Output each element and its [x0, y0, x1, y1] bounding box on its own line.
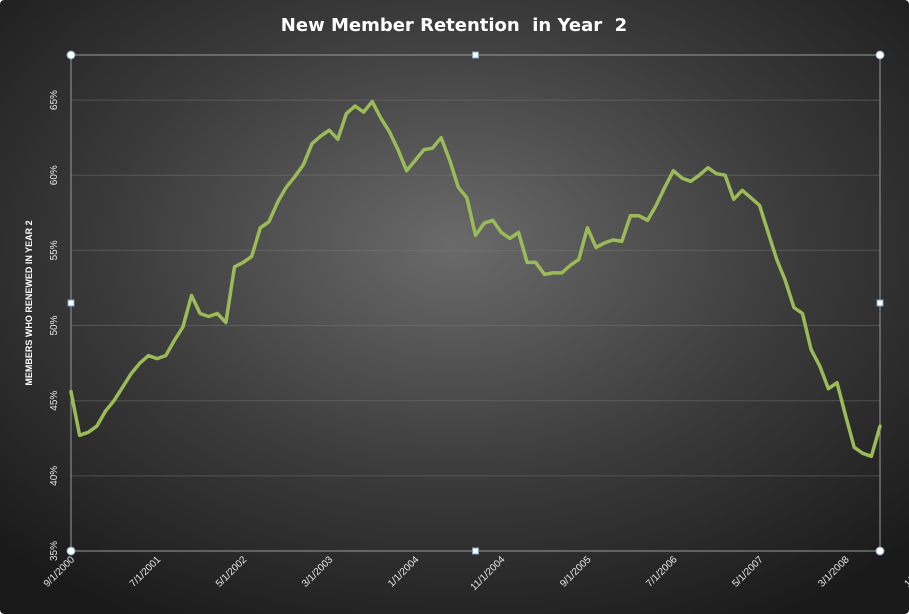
y-tick-label: 45% [49, 391, 60, 411]
corner-resize-handle[interactable] [875, 546, 885, 556]
y-axis-label: MEMBERS WHO RENEWED IN YEAR 2 [24, 220, 34, 385]
corner-resize-handle[interactable] [66, 546, 76, 556]
y-axis-ticks: 35% 40% 45% 50% 55% 60% 65% [49, 90, 60, 561]
edge-resize-handle[interactable] [472, 51, 479, 59]
y-tick-label: 55% [49, 240, 60, 260]
corner-resize-handle[interactable] [66, 50, 76, 60]
series-layer [69, 99, 882, 459]
y-tick-label: 60% [49, 165, 60, 185]
corner-resize-handle[interactable] [875, 50, 885, 60]
edge-resize-handle[interactable] [67, 299, 75, 307]
y-tick-label: 40% [49, 466, 60, 486]
chart-title: New Member Retention in Year 2 [281, 15, 627, 36]
y-tick-label: 35% [49, 541, 60, 561]
series-line [69, 99, 882, 459]
edge-resize-handle[interactable] [472, 547, 479, 555]
selection-handles[interactable] [66, 50, 885, 556]
y-tick-label: 65% [49, 90, 60, 110]
y-tick-label: 50% [49, 315, 60, 335]
edge-resize-handle[interactable] [876, 299, 884, 307]
grid-layer [71, 99, 880, 552]
